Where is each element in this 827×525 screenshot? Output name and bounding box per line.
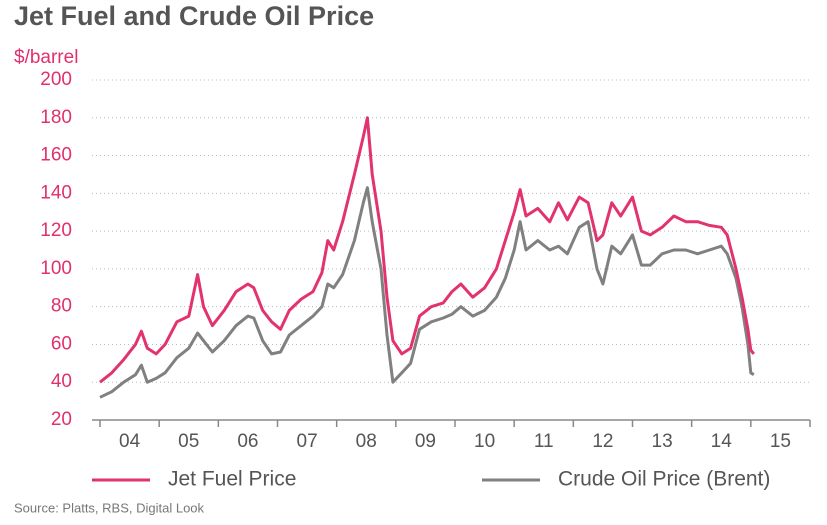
x-tick-label: 06	[237, 431, 258, 452]
series-line	[99, 186, 755, 399]
x-tick-label: 13	[652, 431, 673, 452]
chart-title: Jet Fuel and Crude Oil Price	[14, 1, 374, 31]
x-tick-label: 11	[534, 431, 554, 452]
x-tick-label: 05	[178, 431, 199, 452]
y-tick-label: 200	[40, 69, 72, 90]
y-tick-label: 60	[51, 333, 72, 354]
x-tick-label: 10	[474, 431, 495, 452]
source: Source: Platts, RBS, Digital Look	[14, 500, 205, 515]
x-tick-label: 09	[415, 431, 436, 452]
y-tick-label: 180	[40, 107, 72, 128]
y-tick-label: 100	[40, 258, 72, 279]
y-tick-label: 40	[51, 371, 72, 392]
legend-label: Crude Oil Price (Brent)	[558, 468, 770, 491]
x-tick-label: 04	[119, 431, 141, 452]
x-tick-label: 07	[297, 431, 318, 452]
y-tick-label: 80	[51, 296, 72, 317]
x-tick-label: 12	[592, 431, 613, 452]
y-tick-label: 120	[40, 220, 72, 241]
y-tick-label: 20	[51, 409, 72, 430]
y-tick-label: 160	[40, 145, 72, 166]
x-tick-label: 08	[356, 431, 377, 452]
x-tick-label: 15	[770, 431, 791, 452]
legend-label: Jet Fuel Price	[168, 468, 296, 491]
y-tick-label: 140	[40, 182, 72, 203]
x-tick-label: 14	[711, 431, 733, 452]
y-axis-label: $/barrel	[14, 47, 78, 68]
series-line	[99, 116, 755, 384]
